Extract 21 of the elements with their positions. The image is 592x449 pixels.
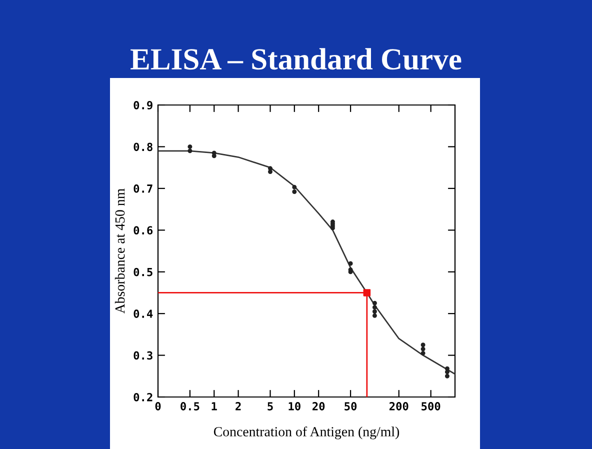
x-tick-label: 500 xyxy=(422,402,440,410)
y-axis-title: Absorbance at 450 nm xyxy=(114,188,125,314)
x-tick-label: 20 xyxy=(312,402,325,410)
y-tick-label: 0.4 xyxy=(134,310,153,318)
x-tick-label: 10 xyxy=(288,402,300,410)
x-tick-label: 2 xyxy=(236,402,241,410)
y-tick-label: 0.2 xyxy=(134,392,152,402)
x-tick-label: 200 xyxy=(389,402,408,410)
x-tick-label: 0 xyxy=(155,402,161,410)
y-tick-label: 0.5 xyxy=(134,268,152,276)
y-tick-label: 0.7 xyxy=(134,184,152,193)
y-tick-label: 0.9 xyxy=(134,100,152,110)
x-tick-label: 1 xyxy=(212,402,217,410)
y-tick-label: 0.8 xyxy=(134,142,152,152)
x-tick-label: 50 xyxy=(344,402,357,410)
y-tick-label: 0.3 xyxy=(134,351,152,360)
x-axis-title: Concentration of Antigen (ng/ml) xyxy=(214,426,400,440)
x-tick-label: 5 xyxy=(268,402,273,410)
chart-title: ELISA – Standard Curve xyxy=(130,48,462,70)
x-tick-label: 0.5 xyxy=(180,402,200,410)
y-tick-label: 0.6 xyxy=(134,226,153,235)
